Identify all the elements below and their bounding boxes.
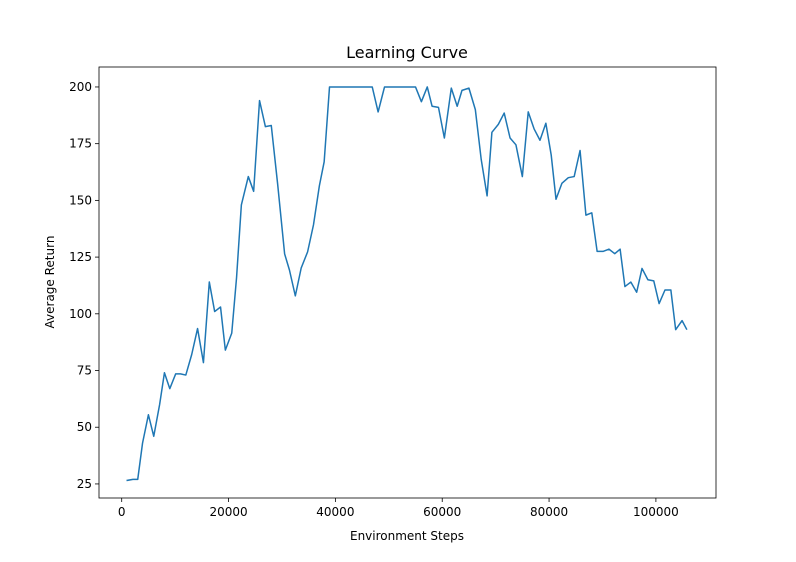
y-tick-label: 175 [69,137,92,151]
y-tick-label: 125 [69,250,92,264]
y-tick-label: 150 [69,193,92,207]
y-tick-label: 75 [77,364,92,378]
y-tick-label: 25 [77,477,92,491]
y-axis-label: Average Return [43,236,57,329]
x-tick-label: 0 [118,505,126,519]
y-tick-label: 100 [69,307,92,321]
x-tick-label: 80000 [530,505,568,519]
line-series [126,86,688,482]
x-axis-label: Environment Steps [350,529,464,543]
chart-title: Learning Curve [346,43,468,62]
x-tick-label: 100000 [633,505,679,519]
y-tick-label: 50 [77,420,92,434]
y-tick-label: 200 [69,80,92,94]
x-tick-label: 60000 [423,505,461,519]
x-tick-label: 20000 [209,505,247,519]
plot-frame [98,66,717,499]
x-tick-label: 40000 [316,505,354,519]
